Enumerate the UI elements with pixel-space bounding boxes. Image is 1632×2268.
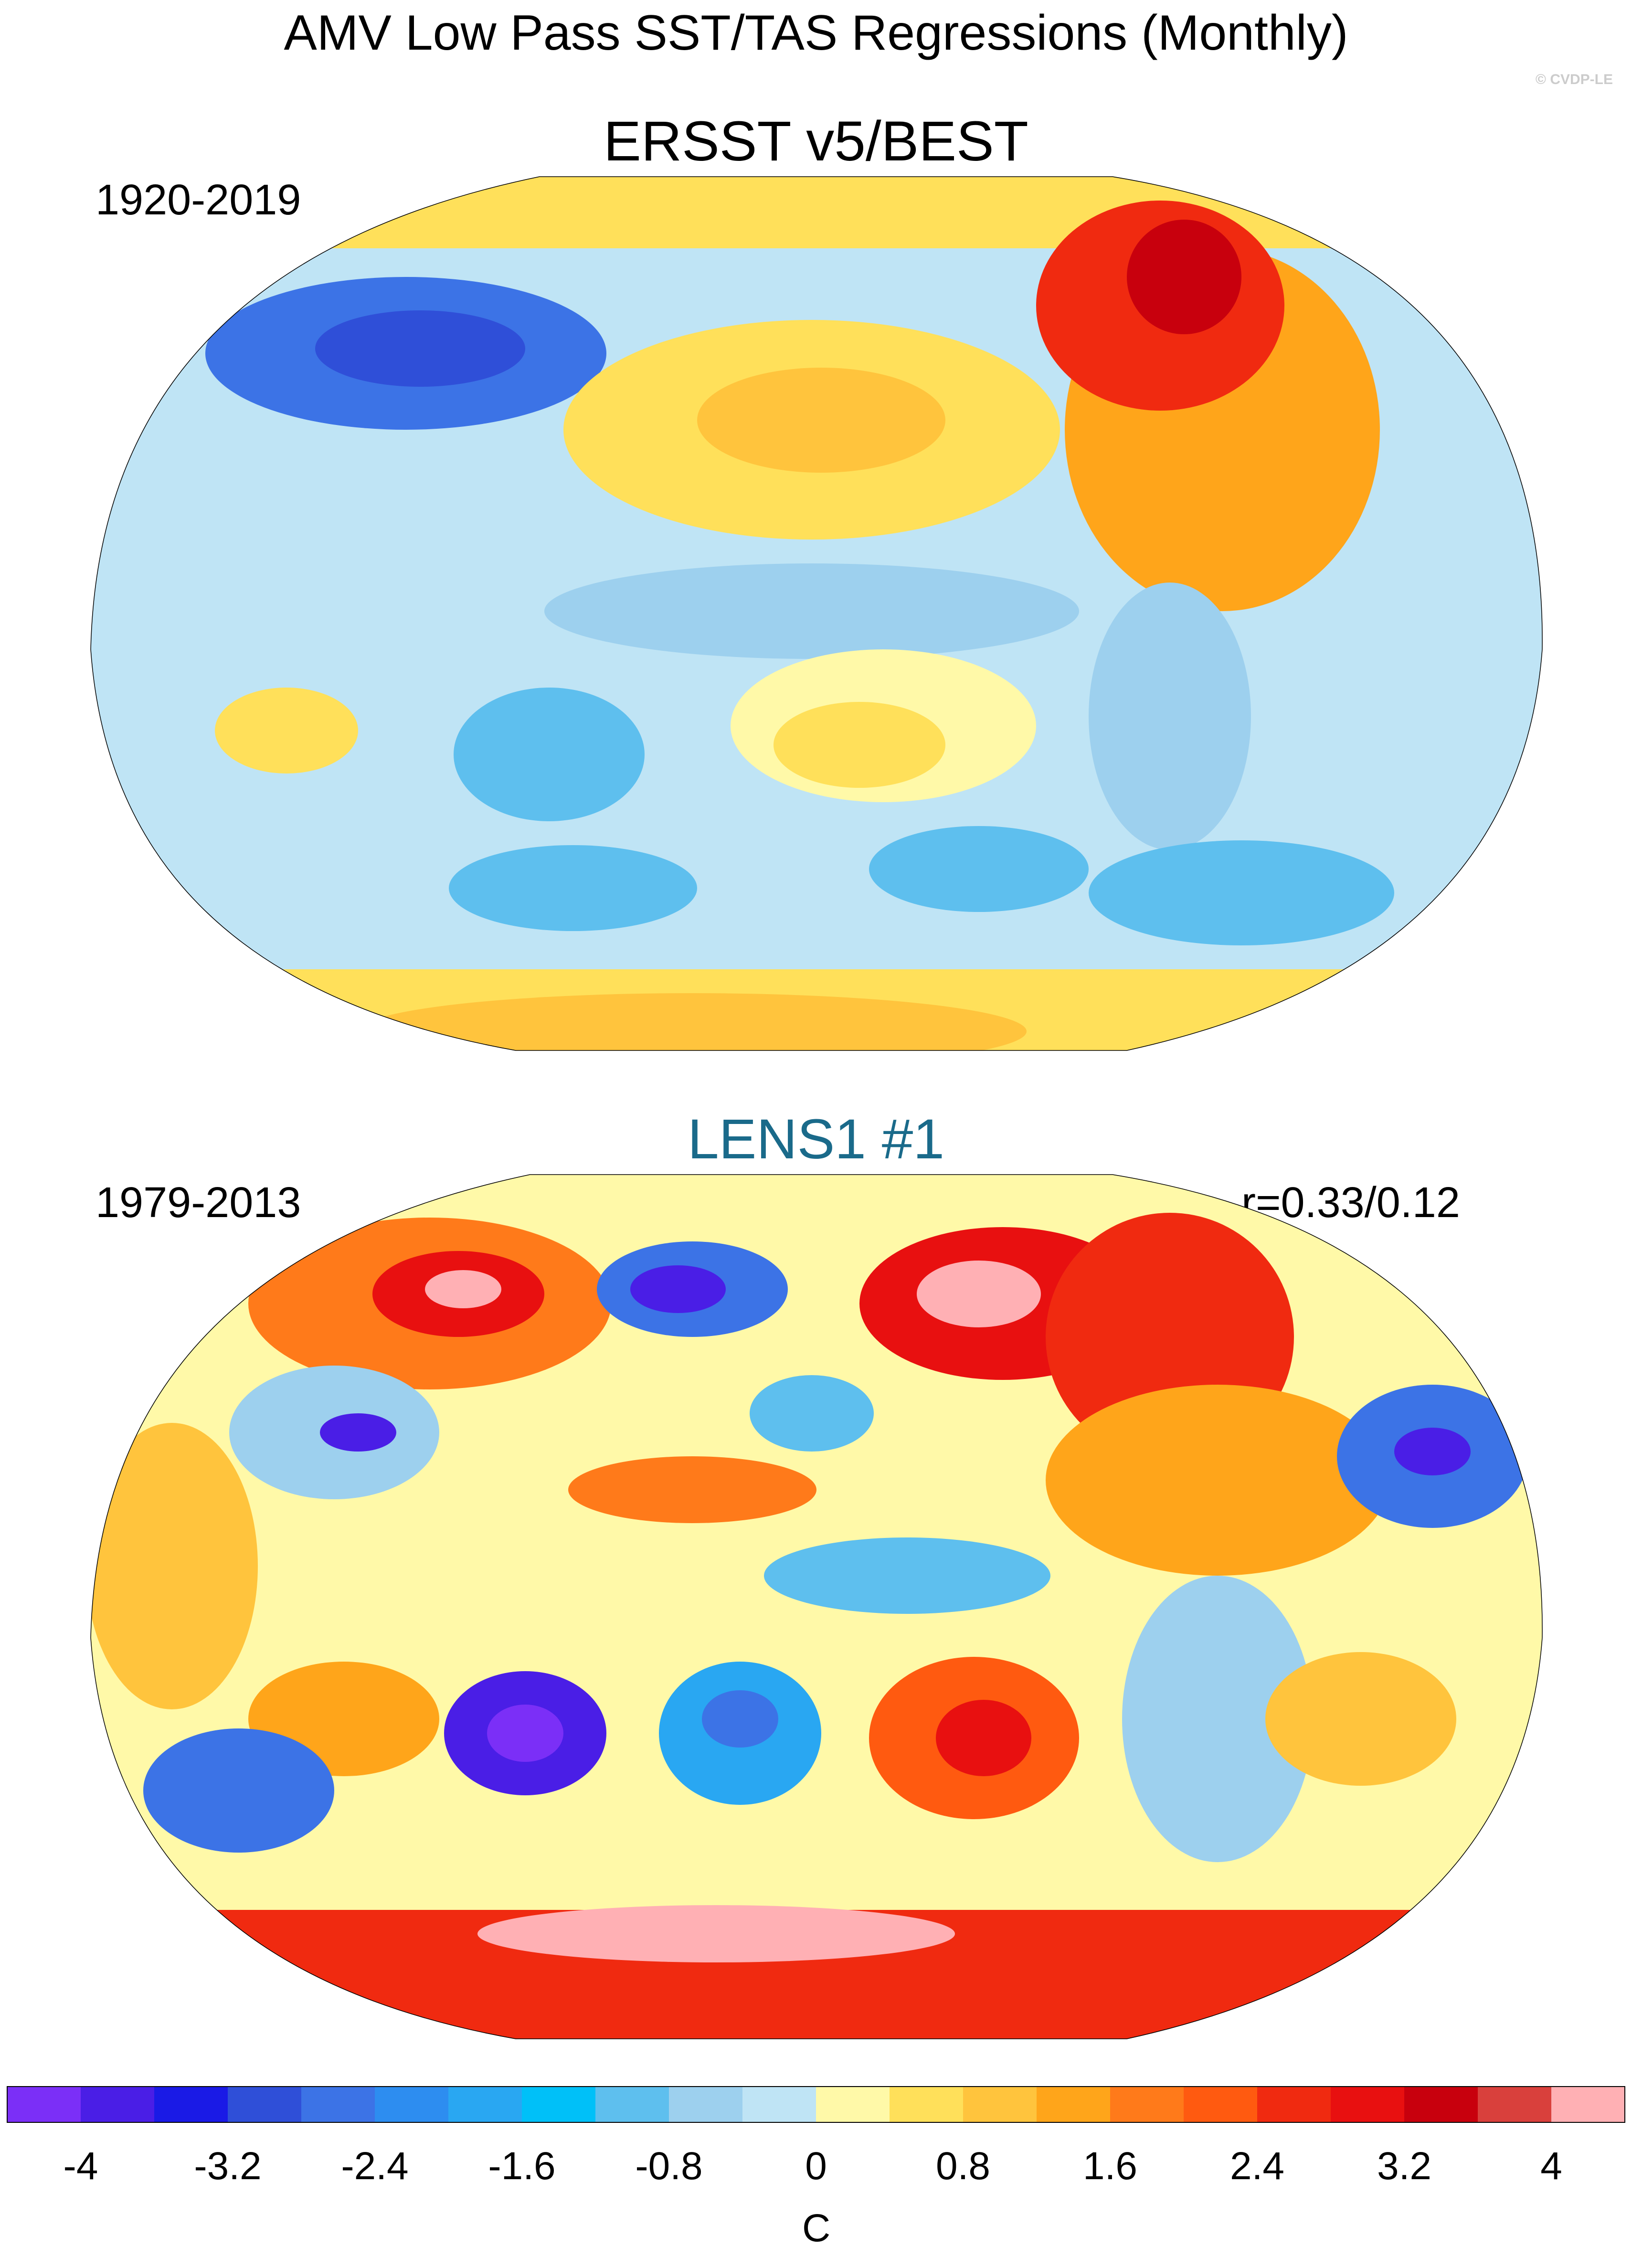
panel-1-map xyxy=(90,176,1543,1051)
colorbar-swatch xyxy=(1257,2087,1331,2122)
colorbar-tick-label: 3.2 xyxy=(1377,2144,1431,2188)
panel-1-period: 1920-2019 xyxy=(95,176,301,224)
colorbar-swatch xyxy=(448,2087,522,2122)
colorbar-units: C xyxy=(802,2206,831,2250)
colorbar-swatch xyxy=(522,2087,596,2122)
colorbar-tick-label: -3.2 xyxy=(194,2144,262,2188)
colorbar-swatch xyxy=(7,2087,81,2122)
colorbar-swatch xyxy=(228,2087,302,2122)
colorbar-swatch xyxy=(301,2087,375,2122)
colorbar-tick-label: 2.4 xyxy=(1230,2144,1284,2188)
panel-2-correlation: r=0.33/0.12 xyxy=(1241,1179,1460,1227)
colorbar-swatch xyxy=(1110,2087,1184,2122)
colorbar-tick-label: 0.8 xyxy=(936,2144,990,2188)
colorbar-swatch xyxy=(1184,2087,1258,2122)
colorbar-tick-label: -1.6 xyxy=(488,2144,556,2188)
colorbar-swatch xyxy=(595,2087,669,2122)
colorbar-swatch xyxy=(742,2087,816,2122)
colorbar-swatch xyxy=(669,2087,743,2122)
panel-2-period: 1979-2013 xyxy=(95,1179,301,1227)
colorbar-swatch xyxy=(375,2087,449,2122)
credit-label: © CVDP-LE xyxy=(1535,72,1613,87)
panel-2-title: LENS1 #1 xyxy=(688,1108,944,1171)
colorbar-tick-label: -2.4 xyxy=(341,2144,409,2188)
colorbar-border xyxy=(7,2086,1625,2123)
colorbar-tick-label: -4 xyxy=(63,2144,98,2188)
colorbar-swatch xyxy=(1478,2087,1552,2122)
colorbar-swatch xyxy=(154,2087,228,2122)
colorbar-swatch xyxy=(1331,2087,1405,2122)
colorbar-swatch xyxy=(890,2087,964,2122)
colorbar-tick-label: 0 xyxy=(805,2144,827,2188)
colorbar-swatch xyxy=(1551,2087,1625,2122)
figure-title: AMV Low Pass SST/TAS Regressions (Monthl… xyxy=(284,5,1348,61)
colorbar-tick-label: 4 xyxy=(1540,2144,1562,2188)
colorbar-tick-label: 1.6 xyxy=(1083,2144,1137,2188)
panel-1-title: ERSST v5/BEST xyxy=(604,110,1028,173)
colorbar xyxy=(7,2086,1625,2123)
colorbar-swatch xyxy=(1037,2087,1111,2122)
colorbar-tick-label: -0.8 xyxy=(635,2144,703,2188)
colorbar-swatch xyxy=(1404,2087,1478,2122)
colorbar-swatch xyxy=(816,2087,890,2122)
colorbar-swatch xyxy=(81,2087,155,2122)
colorbar-swatch xyxy=(963,2087,1037,2122)
panel-2-map xyxy=(90,1174,1543,2039)
